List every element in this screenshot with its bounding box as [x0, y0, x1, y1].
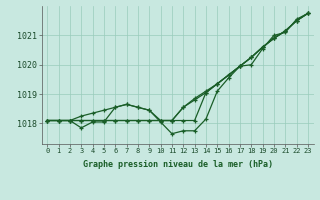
X-axis label: Graphe pression niveau de la mer (hPa): Graphe pression niveau de la mer (hPa)	[83, 160, 273, 169]
